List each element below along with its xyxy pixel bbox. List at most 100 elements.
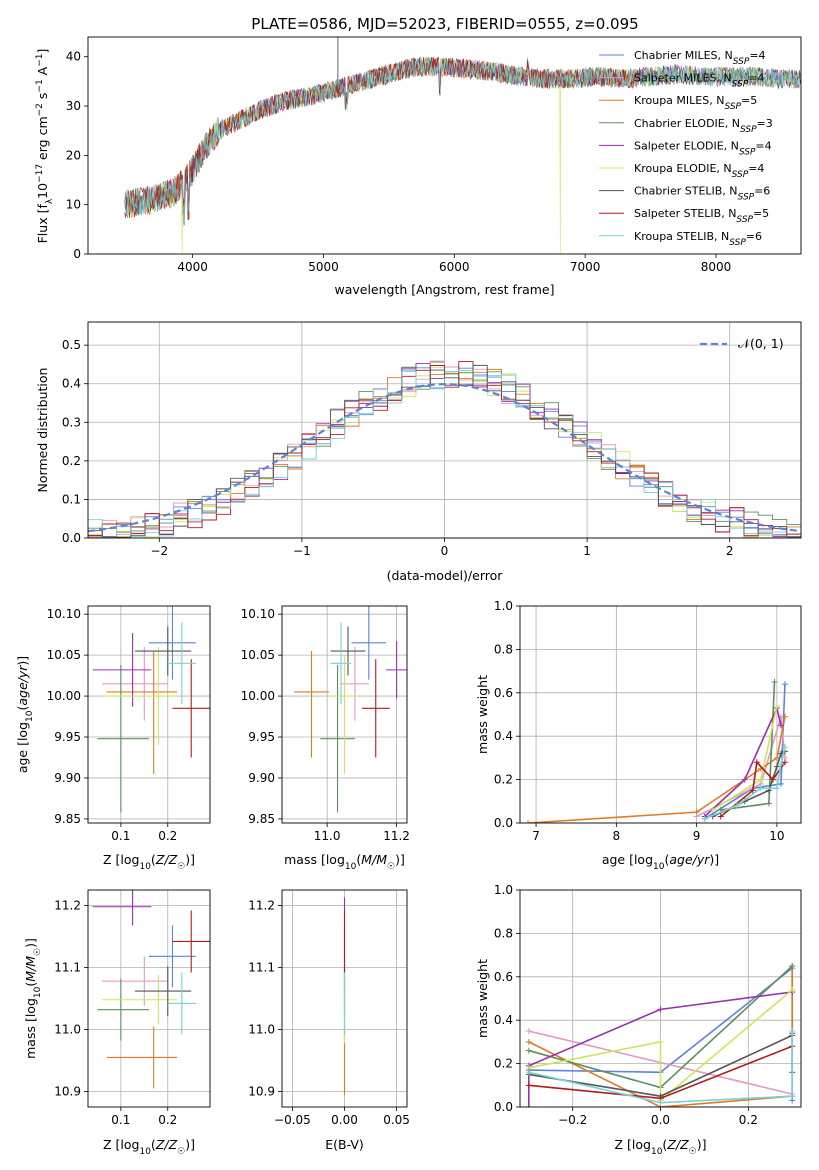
mass-Z-plot-area (88, 890, 210, 1107)
y-tick-label: 0.0 (62, 531, 81, 545)
x-tick-label: 1 (583, 544, 591, 558)
y-tick-label: 0.8 (494, 926, 513, 940)
y-tick-label: 0.0 (494, 816, 513, 830)
y-tick-label: 11.0 (54, 1023, 81, 1037)
y-tick-label: 0.4 (62, 377, 81, 391)
y-tick-label: 0.2 (494, 1057, 513, 1071)
x-tick-label: 6000 (439, 260, 470, 274)
x-tick-label: −2 (150, 544, 168, 558)
histogram-step (88, 368, 801, 538)
label-part: −2 (35, 103, 45, 116)
x-axis-label: wavelength [Angstrom, rest frame] (334, 282, 554, 297)
y-axis-label: mass [log10(M/M☉)] (23, 938, 43, 1059)
label-part: Z/Z (155, 1137, 178, 1152)
x-tick-label: 5000 (308, 260, 339, 274)
y-tick-label: 11.1 (54, 961, 81, 975)
y-tick-label: 0.4 (494, 729, 513, 743)
label-part: 10 (35, 183, 50, 199)
legend-label: Salpeter STELIB, NSSP=5 (634, 207, 769, 225)
y-tick-label: 10.9 (54, 1085, 81, 1099)
y-tick-label: 10 (66, 198, 81, 212)
axes-frame (519, 605, 802, 824)
y-axis-label: Normed distribution (35, 368, 50, 493)
y-tick-label: 0.4 (494, 1013, 513, 1027)
y-tick-label: 9.95 (54, 730, 81, 744)
label-part: =4 (748, 72, 764, 85)
label-part: Kroupa MILES, N (634, 94, 724, 107)
label-part: 10 (33, 986, 43, 998)
age-mass-plot-area (282, 606, 407, 823)
x-tick-label: 11.0 (314, 829, 341, 843)
label-part: λ (45, 198, 55, 204)
label-part: ☉ (689, 1147, 697, 1157)
label-part: =6 (746, 230, 762, 243)
legend-label: Kroupa STELIB, NSSP=6 (634, 230, 762, 248)
axes-frame (87, 605, 211, 824)
x-tick-label: 8 (613, 829, 621, 843)
x-axis-label: E(B-V) (325, 1137, 364, 1152)
y-tick-label: 9.95 (248, 730, 275, 744)
x-tick-label: 0.2 (158, 829, 177, 843)
y-tick-label: 10.00 (47, 689, 81, 703)
label-part: age/yr (15, 665, 30, 706)
label-part: ☉ (177, 862, 185, 872)
y-tick-label: 0 (73, 247, 81, 261)
y-tick-label: 1.0 (494, 599, 513, 613)
label-part: Flux [f (35, 204, 50, 244)
y-tick-label: 0.8 (494, 642, 513, 656)
label-part: ( (151, 852, 156, 867)
normal-curve (88, 382, 801, 533)
label-part: )] (15, 656, 30, 666)
label-part: =5 (753, 207, 769, 220)
label-part: A (35, 66, 50, 79)
x-tick-label: 8000 (701, 260, 732, 274)
label-part: ☉ (387, 862, 395, 872)
label-part: =5 (741, 94, 757, 107)
axes-frame (87, 321, 802, 539)
x-tick-label: 0.00 (331, 1113, 358, 1127)
label-part: M/M (23, 956, 38, 982)
label-part: s (35, 93, 50, 104)
label-part: Z [log (103, 1137, 139, 1152)
label-part: age [log (602, 852, 653, 867)
y-tick-label: 30 (66, 99, 81, 113)
axes-frame (87, 889, 211, 1108)
label-part: SSP (724, 102, 741, 112)
mass-EBV-axes: −0.05 0.00 0.05 10.9 11.0 11.1 11.2 E(B-V) (248, 889, 410, 1152)
y-axis-label: mass weight (475, 959, 490, 1038)
legend-label: Kroupa ELODIE, NSSP=4 (634, 162, 764, 180)
y-tick-label: 11.2 (248, 899, 275, 913)
y-tick-label: 10.05 (47, 648, 81, 662)
label-part: )] (697, 1137, 707, 1152)
x-tick-label: 9 (693, 829, 701, 843)
label-part: 10 (653, 862, 665, 872)
label-part: ( (23, 982, 38, 987)
legend-label: Chabrier MILES, NSSP=4 (634, 49, 766, 67)
legend: Chabrier MILES, NSSP=4 Salpeter MILES, NS… (599, 49, 773, 248)
label-part: )] (395, 852, 405, 867)
label-part: −1 (35, 54, 45, 67)
label-part: SSP (732, 170, 749, 180)
y-tick-label: 10.9 (248, 1085, 275, 1099)
label-part: Z/Z (666, 1137, 689, 1152)
y-tick-label: 11.0 (248, 1023, 275, 1037)
spectrum-line (126, 57, 801, 254)
label-part: Chabrier ELODIE, N (634, 117, 740, 130)
label-part: =3 (757, 117, 773, 130)
legend-label: Salpeter MILES, NSSP=4 (634, 72, 764, 90)
residuals-plot-area (88, 322, 801, 538)
label-part: 10 (139, 1147, 151, 1157)
axes-frame (519, 889, 802, 1108)
weight-line (528, 989, 793, 1103)
axes-frame (281, 889, 408, 1108)
label-part: age/yr (669, 852, 710, 867)
label-part: 10 (345, 862, 357, 872)
y-axis-label: Flux [fλ10−17 erg cm−2 s−1 A−1] (35, 49, 55, 244)
x-tick-label: 7 (532, 829, 540, 843)
histogram-step (88, 370, 801, 538)
label-part: )] (23, 938, 38, 948)
y-tick-label: 11.1 (248, 961, 275, 975)
y-tick-label: 10.10 (47, 607, 81, 621)
label-part: SSP (729, 238, 746, 248)
